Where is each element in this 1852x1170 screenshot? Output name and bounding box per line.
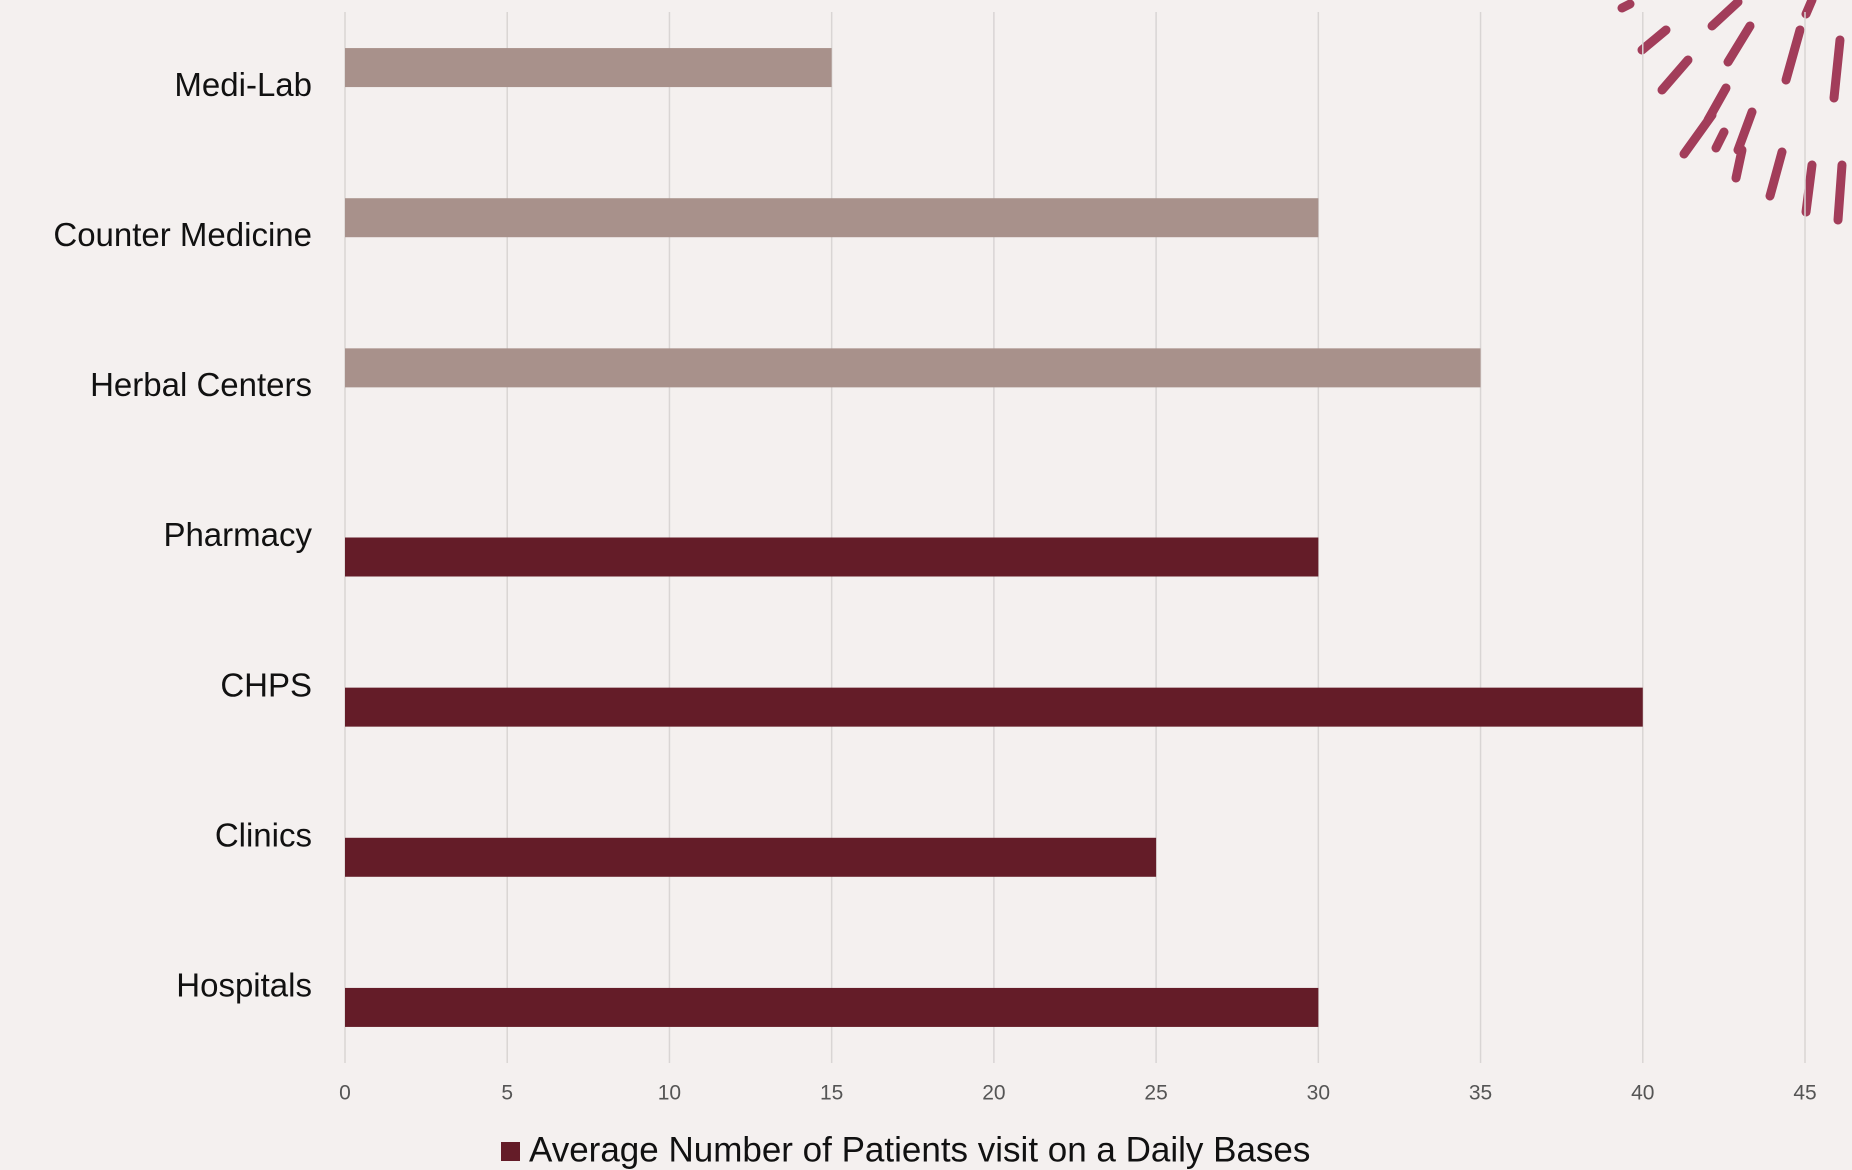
y-tick-label: Herbal Centers [90,366,312,403]
x-tick-label: 25 [1144,1082,1167,1105]
x-tick-label: 5 [501,1082,513,1105]
y-tick-label: Hospitals [176,967,312,1004]
x-tick-label: 0 [339,1082,351,1105]
y-tick-label: Medi-Lab [174,66,312,103]
bar [345,537,1319,577]
legend-label: Average Number of Patients visit on a Da… [529,1130,1310,1169]
x-tick-label: 40 [1631,1082,1654,1105]
y-tick-label: CHPS [220,666,312,703]
legend-swatch [501,1142,520,1161]
x-tick-label: 10 [658,1082,681,1105]
bar [345,687,1643,727]
bar [345,348,1481,388]
x-tick-label: 15 [820,1082,843,1105]
bar [345,48,832,88]
x-tick-label: 30 [1307,1082,1330,1105]
bar [345,198,1319,238]
y-tick-label: Clinics [215,817,312,854]
x-tick-label: 20 [982,1082,1005,1105]
bar [345,837,1157,877]
x-tick-label: 45 [1793,1082,1816,1105]
decoration [1617,0,1847,225]
y-tick-label: Pharmacy [163,516,312,553]
x-tick-label: 35 [1469,1082,1492,1105]
bar [345,987,1319,1027]
y-tick-label: Counter Medicine [53,216,312,253]
